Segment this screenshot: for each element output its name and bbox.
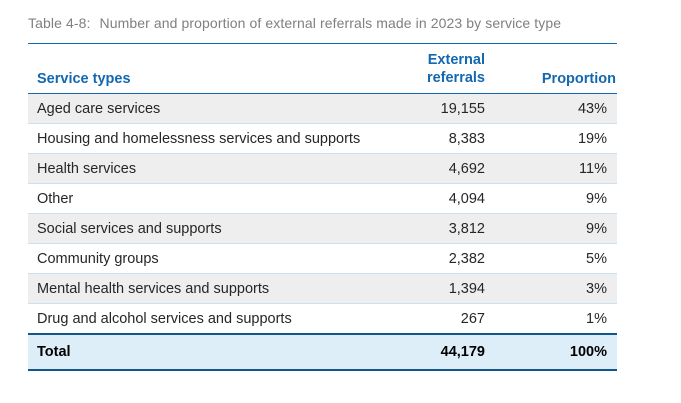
referrals-cell: 4,692	[387, 153, 495, 185]
referrals-cell: 8,383	[387, 123, 495, 155]
table-row: Social services and supports 3,812 9%	[28, 213, 617, 245]
table-body: Aged care services 19,155 43% Housing an…	[28, 93, 617, 335]
total-referrals-cell: 44,179	[387, 333, 495, 372]
total-label-cell: Total	[28, 333, 387, 372]
total-row: Total 44,179 100%	[28, 333, 617, 372]
table-row: Aged care services 19,155 43%	[28, 93, 617, 125]
column-header-proportion: Proportion	[495, 42, 617, 95]
document-page: Table 4-8: Number and proportion of exter…	[28, 15, 681, 372]
table-row: Drug and alcohol services and supports 2…	[28, 303, 617, 335]
referrals-cell: 19,155	[387, 93, 495, 125]
table-caption-number: Table 4-8:	[28, 15, 91, 31]
referrals-cell: 2,382	[387, 243, 495, 275]
total-proportion-cell: 100%	[495, 333, 617, 372]
proportion-cell: 1%	[495, 303, 617, 335]
table-row: Mental health services and supports 1,39…	[28, 273, 617, 305]
referrals-cell: 4,094	[387, 183, 495, 215]
proportion-cell: 3%	[495, 273, 617, 305]
column-header-external-referrals: External referrals	[387, 42, 495, 95]
service-type-cell: Housing and homelessness services and su…	[28, 123, 387, 155]
proportion-cell: 5%	[495, 243, 617, 275]
header-row: Service types External referrals Proport…	[28, 42, 617, 95]
table-footer: Total 44,179 100%	[28, 333, 617, 372]
service-type-cell: Mental health services and supports	[28, 273, 387, 305]
service-type-cell: Community groups	[28, 243, 387, 275]
service-type-cell: Other	[28, 183, 387, 215]
proportion-cell: 11%	[495, 153, 617, 185]
referrals-cell: 267	[387, 303, 495, 335]
proportion-cell: 19%	[495, 123, 617, 155]
table-row: Other 4,094 9%	[28, 183, 617, 215]
table-caption-text: Number and proportion of external referr…	[99, 15, 562, 31]
proportion-cell: 43%	[495, 93, 617, 125]
service-type-cell: Social services and supports	[28, 213, 387, 245]
service-type-cell: Health services	[28, 153, 387, 185]
service-type-cell: Aged care services	[28, 93, 387, 125]
column-header-service-types: Service types	[28, 42, 387, 95]
table-row: Housing and homelessness services and su…	[28, 123, 617, 155]
proportion-cell: 9%	[495, 183, 617, 215]
table-caption: Table 4-8: Number and proportion of exter…	[28, 15, 681, 31]
referrals-cell: 3,812	[387, 213, 495, 245]
referrals-cell: 1,394	[387, 273, 495, 305]
table-row: Health services 4,692 11%	[28, 153, 617, 185]
table-row: Community groups 2,382 5%	[28, 243, 617, 275]
table-header: Service types External referrals Proport…	[28, 42, 617, 95]
referrals-table: Service types External referrals Proport…	[28, 42, 617, 372]
service-type-cell: Drug and alcohol services and supports	[28, 303, 387, 335]
proportion-cell: 9%	[495, 213, 617, 245]
